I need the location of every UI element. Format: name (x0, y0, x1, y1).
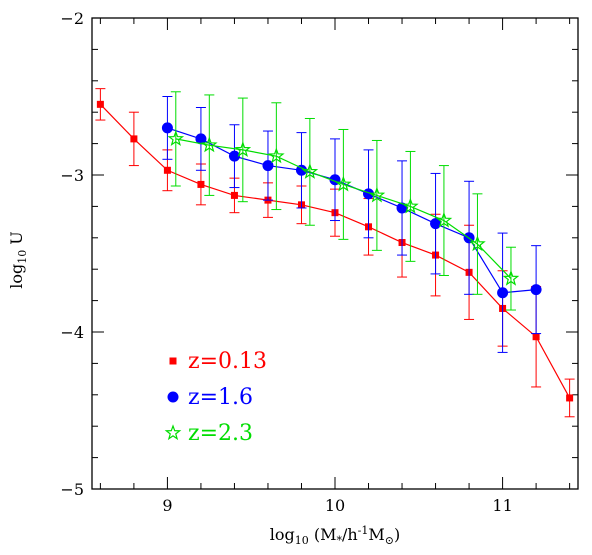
y-tick-label: −4 (60, 323, 84, 342)
data-point (435, 211, 453, 228)
data-point (497, 287, 509, 299)
y-tick-label: −2 (60, 9, 84, 28)
data-point (368, 186, 386, 203)
data-point (167, 130, 185, 146)
legend-label: z=2.3 (188, 421, 253, 446)
data-point (469, 235, 486, 252)
data-point (228, 150, 240, 162)
y-axis-title: log10 U (7, 231, 29, 289)
data-point (230, 191, 238, 199)
data-series (95, 88, 575, 418)
data-point (502, 269, 520, 286)
data-point (200, 136, 218, 153)
axis-titles: log10 (M*/h-1M⊙) log10 U (7, 231, 400, 547)
x-tick-label: 10 (325, 496, 345, 515)
x-tick-label: 11 (492, 496, 512, 515)
data-point (530, 284, 542, 296)
data-point (301, 163, 319, 179)
data-point (234, 141, 252, 157)
y-tick-label: −3 (60, 166, 84, 185)
x-axis-title: log10 (M*/h-1M⊙) (270, 524, 401, 547)
data-point (262, 160, 274, 172)
plot-frame (91, 17, 579, 490)
data-point (402, 197, 419, 214)
data-point (195, 133, 207, 145)
y-tick-label: −5 (60, 480, 84, 499)
data-point (295, 164, 307, 176)
data-point (197, 180, 205, 188)
series-2 (161, 96, 542, 353)
x-tick-label: 9 (162, 496, 172, 515)
data-point (268, 147, 285, 164)
legend-marker (169, 357, 177, 365)
data-point (130, 135, 138, 143)
data-point (363, 188, 375, 200)
tick-labels: 9 10 11 −5 −4 −3 −2 (60, 9, 512, 515)
data-point (96, 100, 104, 108)
data-point (566, 394, 574, 402)
series-line (167, 127, 537, 294)
series-3 (167, 91, 520, 311)
legend-marker (164, 424, 182, 441)
data-point (163, 166, 171, 174)
legend-label: z=1.6 (188, 385, 253, 410)
plot-border (91, 17, 579, 490)
data-point (430, 218, 442, 230)
data-point (161, 122, 173, 134)
legend-marker (167, 391, 179, 403)
legend: z=0.13 z=1.6 z=2.3 (164, 349, 267, 446)
axis-ticks (92, 17, 578, 490)
data-point (532, 333, 540, 341)
data-point (335, 175, 352, 192)
legend-label: z=0.13 (188, 349, 267, 374)
